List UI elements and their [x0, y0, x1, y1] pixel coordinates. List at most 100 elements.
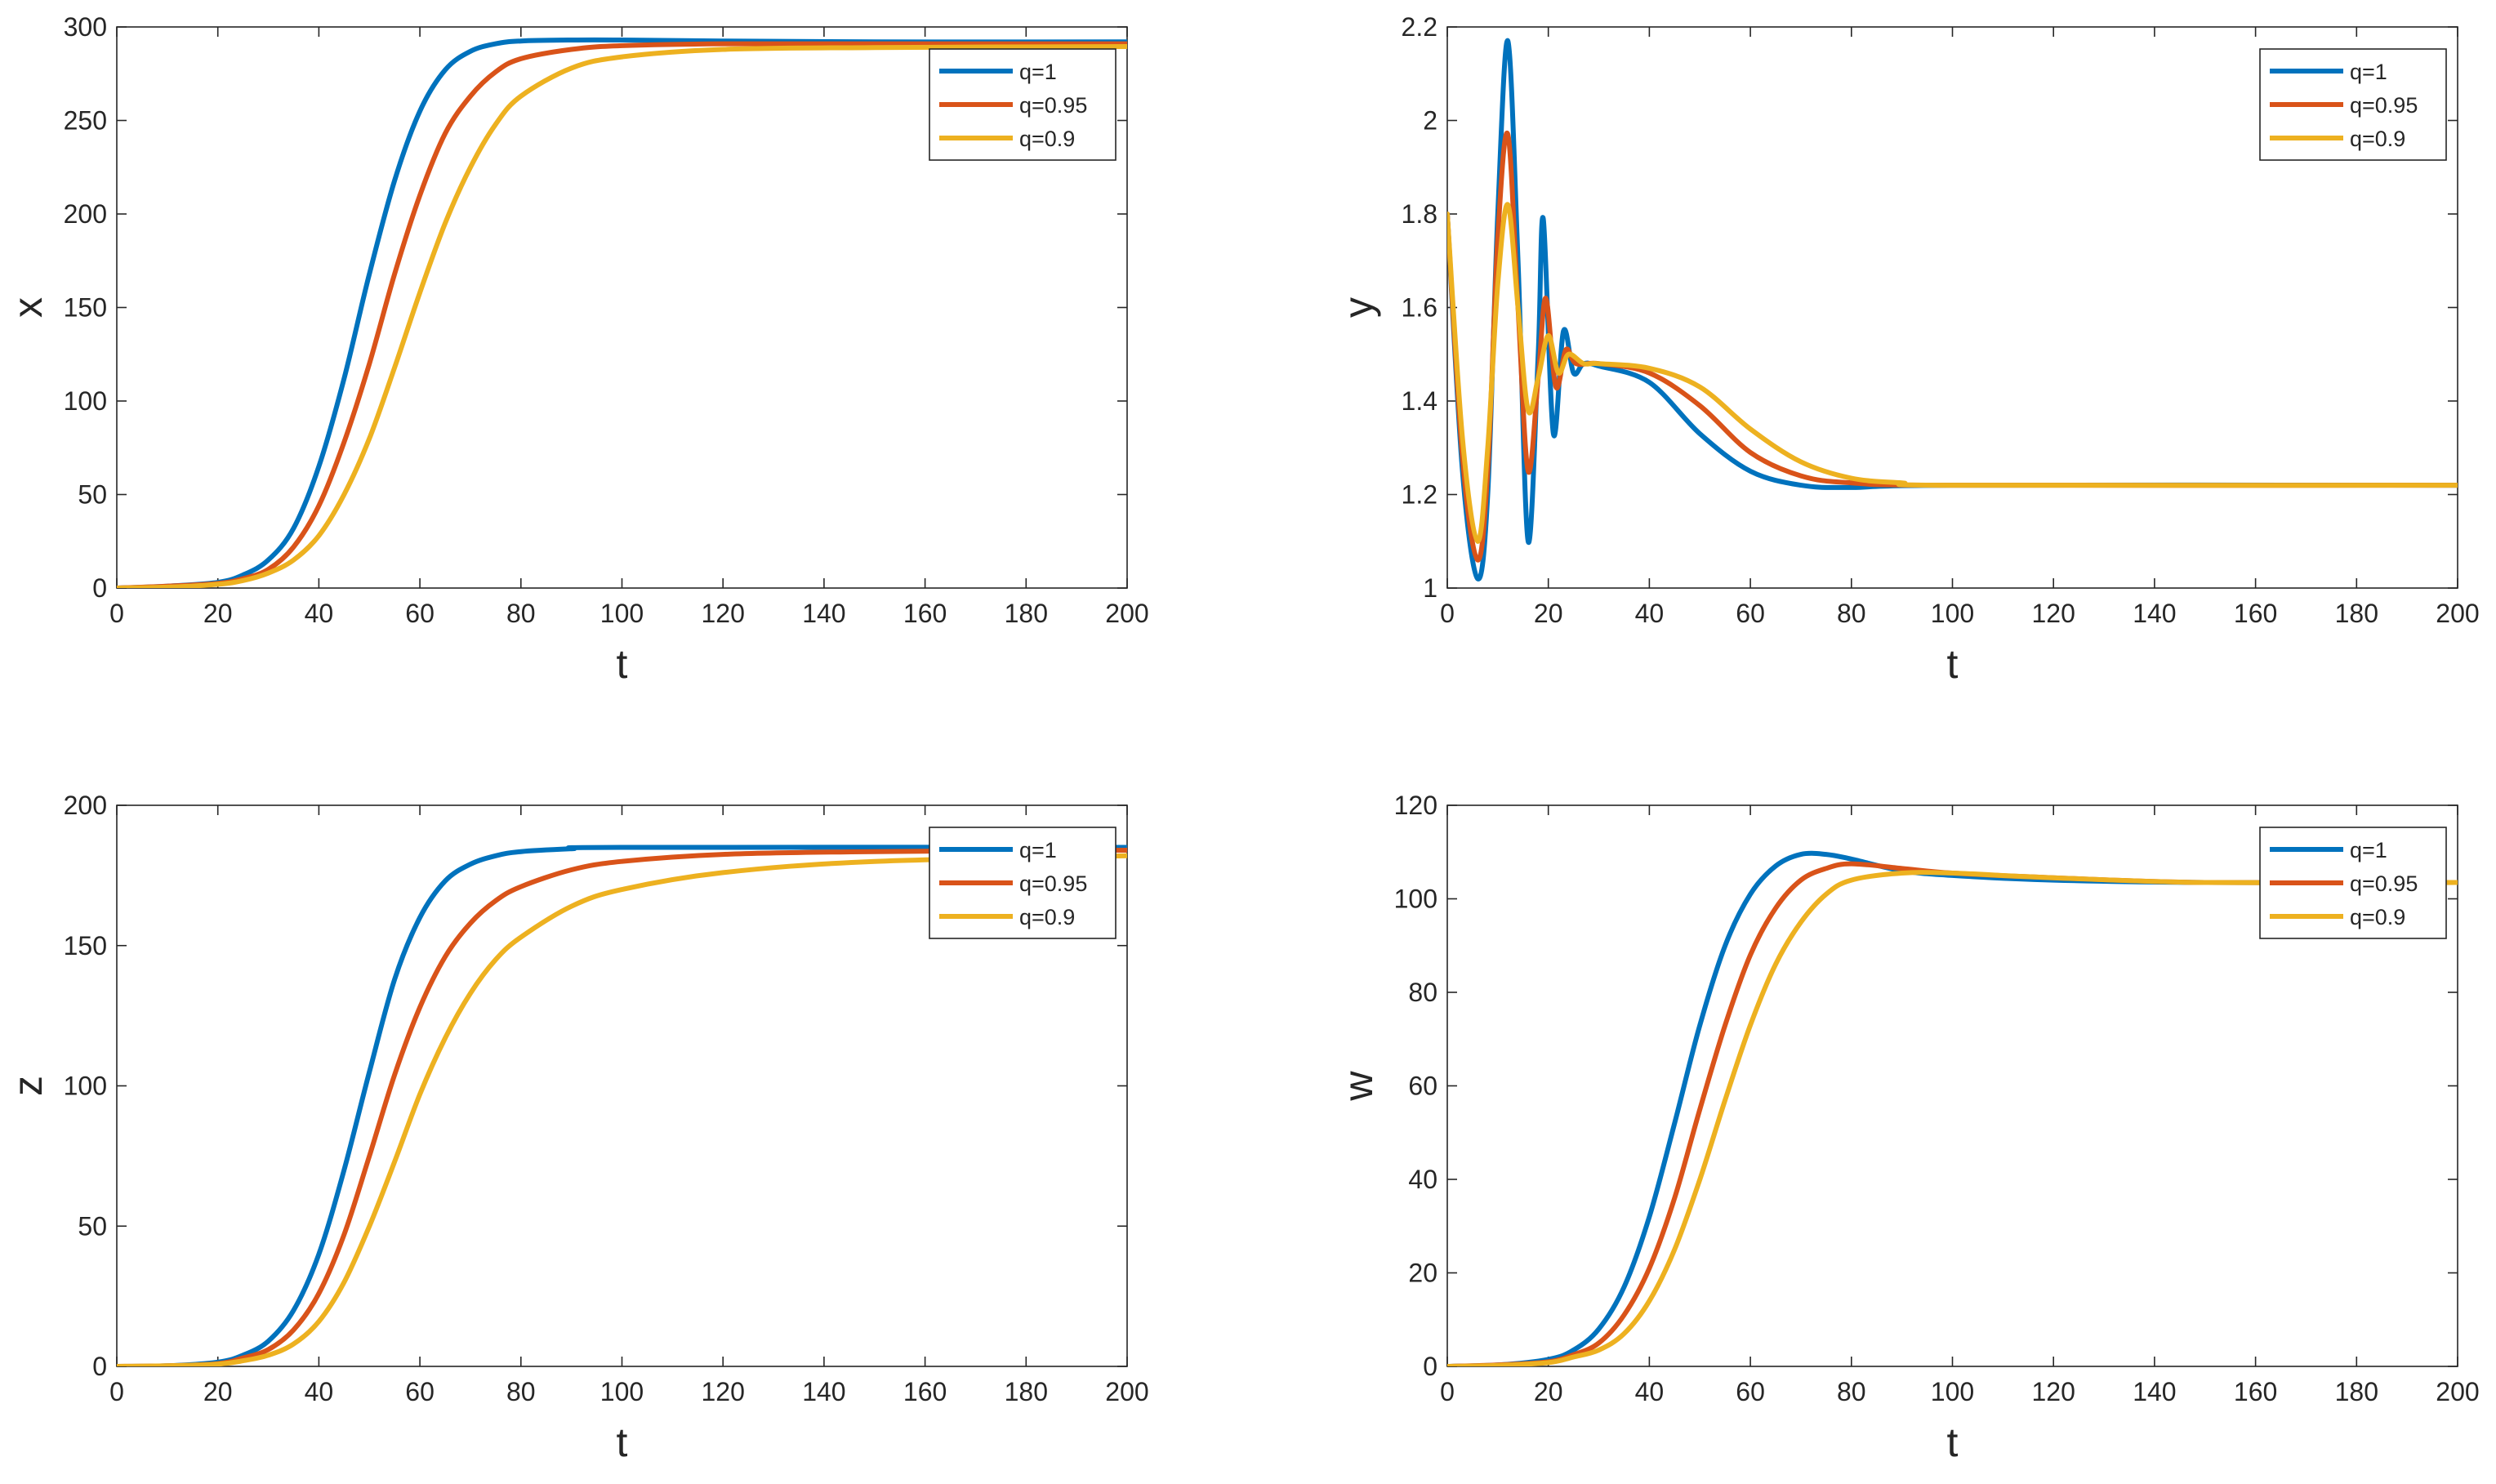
- y-tick-label: 1.4: [1402, 386, 1437, 416]
- series-line-q=1: [117, 844, 1127, 1366]
- subplot-z: 0 20 40 60 80 100 120 140 160 180 200 0 50 100 150 200 t…: [5, 791, 1149, 1465]
- x-tick-label: 200: [2436, 1377, 2479, 1406]
- x-tick-label: 20: [1534, 1377, 1563, 1406]
- subplot-x: 0 20 40 60 80 100 120 140 160 180 200 0 50 100 150 200 2…: [5, 12, 1149, 687]
- y-tick-label: 300: [64, 12, 107, 42]
- subplot-y: 0 20 40 60 80 100 120 140 160 180 200 1 1.2 1.4 1.6 1.8…: [1335, 12, 2480, 687]
- x-tick-label: 140: [802, 599, 845, 628]
- x-tick-label: 40: [1635, 1377, 1665, 1406]
- legend-entry: q=1: [2350, 838, 2387, 862]
- y-axis-label: w: [1335, 1071, 1381, 1102]
- x-tick-label: 40: [305, 599, 334, 628]
- y-tick-label: 80: [1408, 978, 1437, 1007]
- x-tick-label: 100: [600, 599, 644, 628]
- x-tick-label: 120: [702, 1377, 745, 1406]
- x-tick-label: 180: [2335, 599, 2378, 628]
- legend-entry: q=1: [2350, 60, 2387, 84]
- y-axis-label: y: [1335, 297, 1381, 318]
- x-tick-label: 60: [405, 599, 435, 628]
- x-tick-label: 120: [702, 599, 745, 628]
- legend-entry: q=1: [1019, 838, 1057, 862]
- x-tick-label: 140: [802, 1377, 845, 1406]
- legend-entry: q=0.9: [1019, 905, 1075, 929]
- y-tick-label: 1.2: [1402, 480, 1437, 510]
- legend-entry: q=0.9: [2350, 127, 2405, 151]
- y-axis-label: z: [5, 1076, 51, 1096]
- x-axis-label: t: [1947, 641, 1959, 687]
- y-tick-label: 120: [1394, 791, 1437, 820]
- subplot-w: 0 20 40 60 80 100 120 140 160 180 200 0 20 40 60 80 100 1…: [1335, 791, 2480, 1465]
- legend-entry: q=0.9: [1019, 127, 1075, 151]
- x-tick-label: 180: [1005, 1377, 1048, 1406]
- series-line-q=0.95: [117, 848, 1127, 1366]
- y-tick-label: 150: [64, 931, 107, 960]
- series-line-q=0.9: [117, 853, 1127, 1366]
- x-tick-label: 20: [1534, 599, 1563, 628]
- x-axis-label: t: [617, 641, 628, 687]
- x-tick-label: 160: [2234, 599, 2277, 628]
- y-tick-label: 150: [64, 293, 107, 323]
- x-tick-label: 120: [2032, 599, 2075, 628]
- x-tick-label: 20: [203, 599, 233, 628]
- x-tick-label: 40: [1635, 599, 1665, 628]
- y-tick-label: 100: [64, 386, 107, 416]
- series-line-q=1: [117, 37, 1127, 588]
- x-tick-label: 180: [2335, 1377, 2378, 1406]
- x-tick-label: 0: [1440, 599, 1455, 628]
- y-tick-label: 0: [92, 573, 107, 603]
- y-tick-label: 2: [1423, 106, 1437, 136]
- series-line-q=0.95: [117, 41, 1127, 588]
- x-tick-label: 180: [1005, 599, 1048, 628]
- x-tick-label: 100: [1931, 1377, 1974, 1406]
- legend: q=1 q=0.95 q=0.9: [2259, 48, 2447, 161]
- legend-entry: q=0.95: [2350, 93, 2418, 118]
- x-tick-label: 140: [2133, 1377, 2176, 1406]
- y-axis-label: x: [5, 297, 51, 318]
- y-tick-label: 1: [1423, 573, 1437, 603]
- y-tick-label: 1.6: [1402, 293, 1437, 323]
- x-tick-label: 0: [1440, 1377, 1455, 1406]
- x-tick-label: 60: [1736, 1377, 1765, 1406]
- x-axis-label: t: [1947, 1419, 1959, 1465]
- x-axis-label: t: [617, 1419, 628, 1465]
- y-tick-label: 100: [64, 1072, 107, 1101]
- x-tick-label: 60: [405, 1377, 435, 1406]
- legend-entry: q=0.95: [1019, 93, 1087, 118]
- x-tick-label: 80: [1837, 1377, 1866, 1406]
- x-tick-label: 140: [2133, 599, 2176, 628]
- legend-entry: q=0.9: [2350, 905, 2405, 929]
- x-tick-label: 200: [2436, 599, 2479, 628]
- y-tick-label: 20: [1408, 1259, 1437, 1288]
- x-tick-label: 160: [2234, 1377, 2277, 1406]
- x-tick-label: 160: [903, 1377, 947, 1406]
- y-tick-label: 0: [1423, 1352, 1437, 1381]
- x-tick-label: 0: [109, 599, 124, 628]
- legend-entry: q=0.95: [1019, 871, 1087, 896]
- y-tick-label: 100: [1394, 885, 1437, 914]
- legend: q=1 q=0.95 q=0.9: [2259, 827, 2447, 939]
- x-tick-label: 80: [506, 599, 536, 628]
- x-tick-label: 40: [305, 1377, 334, 1406]
- legend: q=1 q=0.95 q=0.9: [929, 48, 1117, 161]
- y-tick-label: 0: [92, 1352, 107, 1381]
- y-tick-label: 200: [64, 199, 107, 229]
- legend-entry: q=0.95: [2350, 871, 2418, 896]
- x-tick-label: 0: [109, 1377, 124, 1406]
- x-tick-label: 100: [1931, 599, 1974, 628]
- x-tick-label: 120: [2032, 1377, 2075, 1406]
- x-tick-label: 80: [1837, 599, 1866, 628]
- y-tick-label: 2.2: [1402, 12, 1437, 42]
- x-tick-label: 80: [506, 1377, 536, 1406]
- legend: q=1 q=0.95 q=0.9: [929, 827, 1117, 939]
- series-line-q=0.9: [1447, 870, 2458, 1366]
- y-tick-label: 200: [64, 791, 107, 820]
- y-tick-label: 250: [64, 106, 107, 136]
- x-tick-label: 200: [1105, 599, 1148, 628]
- x-tick-label: 60: [1736, 599, 1765, 628]
- x-tick-label: 20: [203, 1377, 233, 1406]
- y-tick-label: 60: [1408, 1072, 1437, 1101]
- series-line-q=0.9: [117, 44, 1127, 588]
- y-tick-label: 1.8: [1402, 199, 1437, 229]
- series-line-q=0.9: [1447, 202, 2458, 544]
